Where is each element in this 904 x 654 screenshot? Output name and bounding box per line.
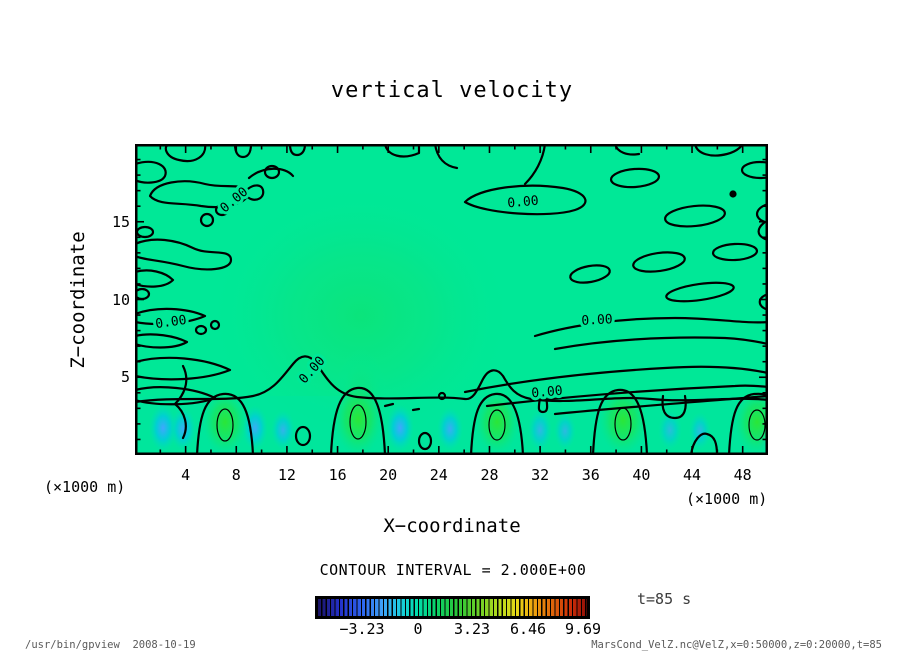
colorbar-tick-labels: −3.23 0 3.23 6.46 9.69 [315,620,601,640]
x-tick-8: 8 [231,466,241,484]
x-tick-28: 28 [480,466,499,484]
x-tick-16: 16 [328,466,347,484]
contour-label: 0.00 [581,312,613,329]
plot-frame [135,144,768,455]
y-tick-15: 15 [111,212,130,231]
cbar-tick: −3.23 [339,620,385,638]
cbar-tick: 3.23 [453,620,491,638]
x-tick-4: 4 [181,466,191,484]
y-axis-unit: (×1000 m) [44,478,126,496]
shaded-field [135,144,779,464]
cbar-tick: 9.69 [564,620,602,638]
cbar-tick: 0 [413,620,423,638]
contour-label: 0.00 [507,194,540,212]
page-title: vertical velocity [330,78,574,103]
x-tick-24: 24 [429,466,448,484]
y-tick-10: 10 [111,290,130,309]
contour-lines [133,142,780,457]
cbar-tick: 6.46 [509,620,547,638]
contour-label: 0.00 [531,384,564,402]
x-axis-label: X−coordinate [383,515,521,537]
contour-interval-caption: CONTOUR INTERVAL = 2.000E+00 [319,561,587,579]
contour-plot-area: 0.00 0.00 0.00 0.00 0.00 0.00 [133,142,780,464]
y-tick-5: 5 [120,368,130,387]
x-tick-40: 40 [632,466,651,484]
contour-plot-svg: 0.00 0.00 0.00 0.00 0.00 0.00 [133,142,780,464]
x-tick-12: 12 [277,466,296,484]
x-tick-32: 32 [531,466,550,484]
footer-program-info: /usr/bin/gpview 2008-10-19 [25,639,196,651]
x-tick-36: 36 [581,466,600,484]
y-axis-label: Z−coordinate [67,231,89,369]
x-axis-tick-labels: 4 8 12 16 20 24 28 32 36 40 44 48 [135,466,768,486]
x-tick-48: 48 [733,466,752,484]
time-annotation: t=85 s [637,590,692,608]
x-tick-20: 20 [379,466,398,484]
x-axis-unit: (×1000 m) [686,490,768,508]
footer-dataset-info: MarsCond_VelZ.nc@VelZ,x=0:50000,z=0:2000… [591,639,882,651]
y-axis-tick-labels: 15 10 5 [88,144,130,455]
x-tick-44: 44 [682,466,702,484]
colorbar [315,596,590,619]
